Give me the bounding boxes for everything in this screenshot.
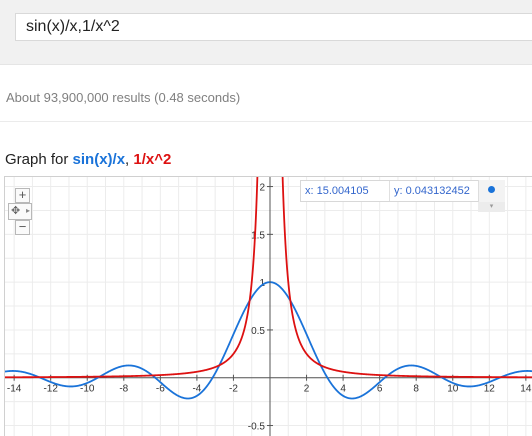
y-tick-label: -0.5 — [248, 422, 266, 433]
function-2-label[interactable]: 1/x^2 — [133, 151, 172, 168]
result-stats: About 93,900,000 results (0.48 seconds) — [6, 90, 241, 105]
graph-title-prefix: Graph for — [5, 151, 73, 168]
trace-dot-icon — [488, 186, 495, 193]
pan-icon[interactable]: ✥ ▸ — [8, 203, 32, 220]
readout-x: x: 15.004105 — [305, 185, 369, 197]
x-tick-label: -4 — [192, 384, 201, 395]
x-tick-label: -14 — [7, 384, 22, 395]
x-tick-label: 10 — [447, 384, 459, 395]
divider — [0, 64, 532, 65]
trace-dot-button[interactable] — [478, 180, 505, 202]
chevron-down-icon[interactable]: ▾ — [478, 202, 505, 212]
x-tick-label: -6 — [156, 384, 165, 395]
series-line-sinc — [5, 281, 270, 400]
x-tick-label: 6 — [377, 384, 383, 395]
series-line-sinc — [270, 281, 532, 400]
zoom-in-icon[interactable]: + — [15, 188, 30, 203]
readout-y: y: 0.043132452 — [394, 185, 470, 197]
y-tick-label: 0.5 — [251, 326, 265, 337]
y-tick-label: 1 — [259, 278, 265, 289]
series-line-inverse-square — [5, 177, 259, 379]
x-tick-label: 14 — [520, 384, 532, 395]
x-tick-label: 4 — [340, 384, 346, 395]
x-tick-label: 8 — [413, 384, 419, 395]
readout-divider — [389, 181, 390, 201]
graph-title: Graph for sin(x)/x, 1/x^2 — [5, 151, 171, 168]
x-tick-label: -10 — [80, 384, 95, 395]
search-box[interactable] — [15, 13, 532, 41]
pan-glyph: ✥ — [11, 205, 21, 217]
graph-title-separator: , — [125, 151, 134, 168]
graph-plot[interactable]: -14 -12 -10 -8 -6 -4 -2 2 4 6 8 10 12 14 -0.5 0.5 1 1.5 2 — [4, 176, 532, 436]
divider — [0, 121, 532, 122]
zoom-out-icon[interactable]: − — [15, 220, 30, 235]
coordinate-readout: x: 15.004105 y: 0.043132452 — [300, 180, 505, 202]
x-tick-label: -8 — [119, 384, 128, 395]
y-tick-label: 1.5 — [251, 230, 265, 241]
graph-canvas[interactable]: -14 -12 -10 -8 -6 -4 -2 2 4 6 8 10 12 14 -0.5 0.5 1 1.5 2 — [5, 177, 532, 436]
x-tick-label: 2 — [304, 384, 310, 395]
series-line-inverse-square — [281, 177, 532, 379]
y-tick-label: 2 — [259, 183, 265, 194]
function-1-label[interactable]: sin(x)/x — [72, 151, 126, 168]
x-tick-label: -12 — [43, 384, 58, 395]
search-input[interactable] — [26, 17, 506, 37]
x-tick-label: -2 — [229, 384, 238, 395]
x-tick-label: 12 — [484, 384, 496, 395]
chevron-right-icon: ▸ — [25, 206, 30, 215]
